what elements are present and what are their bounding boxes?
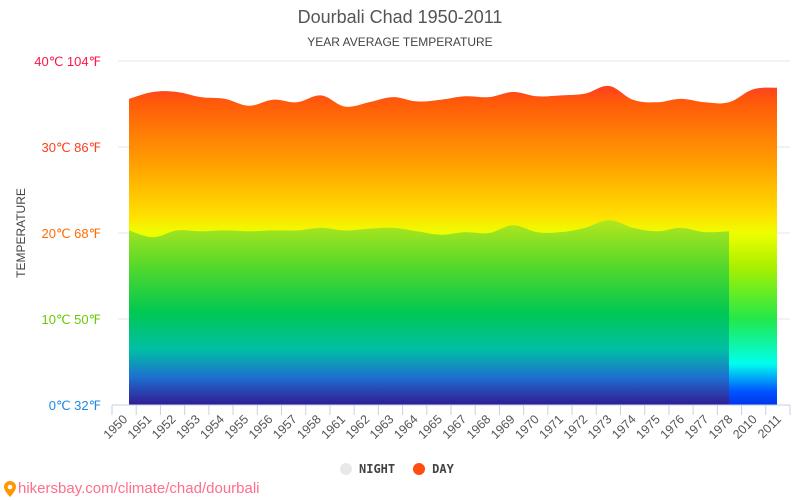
chart-subtitle: YEAR AVERAGE TEMPERATURE (307, 35, 493, 49)
day-dot-icon (413, 463, 426, 475)
x-tick-label: 1958 (294, 412, 324, 442)
x-tick-label: 1976 (658, 412, 688, 442)
footer-link-text: hikersbay.com/climate/chad/dourbali (18, 480, 260, 497)
x-tick-label: 1972 (561, 412, 591, 442)
x-tick-label: 1953 (173, 412, 203, 442)
x-tick-label: 1963 (367, 412, 397, 442)
night-dot-icon (340, 463, 352, 475)
legend-label-day: DAY (432, 462, 454, 476)
x-tick-label: 1952 (149, 412, 179, 442)
x-tick-label: 1971 (537, 412, 567, 442)
footer-link[interactable]: hikersbay.com/climate/chad/dourbali (4, 480, 260, 497)
x-tick-label: 1964 (391, 412, 421, 442)
x-tick-label: 1973 (585, 412, 615, 442)
legend-label-night: NIGHT (359, 462, 396, 476)
x-tick-label: 1961 (319, 412, 349, 442)
y-tick-label: 0℃ 32℉ (49, 398, 101, 413)
y-tick-label: 30℃ 86℉ (41, 140, 101, 155)
x-tick-label: 1977 (682, 412, 712, 442)
y-tick-label: 40℃ 104℉ (34, 54, 101, 69)
x-tick-label: 1974 (609, 412, 639, 442)
x-tick-label: 1970 (512, 412, 542, 442)
y-axis-label: TEMPERATURE (14, 188, 28, 278)
night-area (129, 220, 729, 405)
x-tick-label: 1954 (198, 412, 228, 442)
x-tick-label: 2010 (730, 412, 760, 442)
x-tick-label: 1969 (488, 412, 518, 442)
legend-item-night[interactable]: NIGHT (340, 462, 395, 476)
x-tick-label: 1978 (706, 412, 736, 442)
x-tick-label: 1956 (246, 412, 276, 442)
legend-item-day[interactable]: DAY (413, 462, 454, 476)
x-tick-label: 1951 (125, 412, 155, 442)
y-tick-label: 20℃ 68℉ (41, 226, 101, 241)
x-tick-label: 1968 (464, 412, 494, 442)
x-tick-label: 1962 (343, 412, 373, 442)
x-tick-label: 1957 (270, 412, 300, 442)
x-tick-label: 1975 (633, 412, 663, 442)
x-tick-label: 1950 (101, 412, 131, 442)
legend: NIGHT DAY (340, 462, 454, 476)
x-tick-label: 2011 (755, 412, 784, 441)
chart-title: Dourbali Chad 1950-2011 (297, 7, 503, 27)
x-tick-label: 1967 (440, 412, 470, 442)
x-tick-label: 1955 (222, 412, 252, 442)
location-pin-icon (4, 480, 16, 497)
y-tick-label: 10℃ 50℉ (41, 312, 101, 327)
x-tick-label: 1965 (415, 412, 445, 442)
